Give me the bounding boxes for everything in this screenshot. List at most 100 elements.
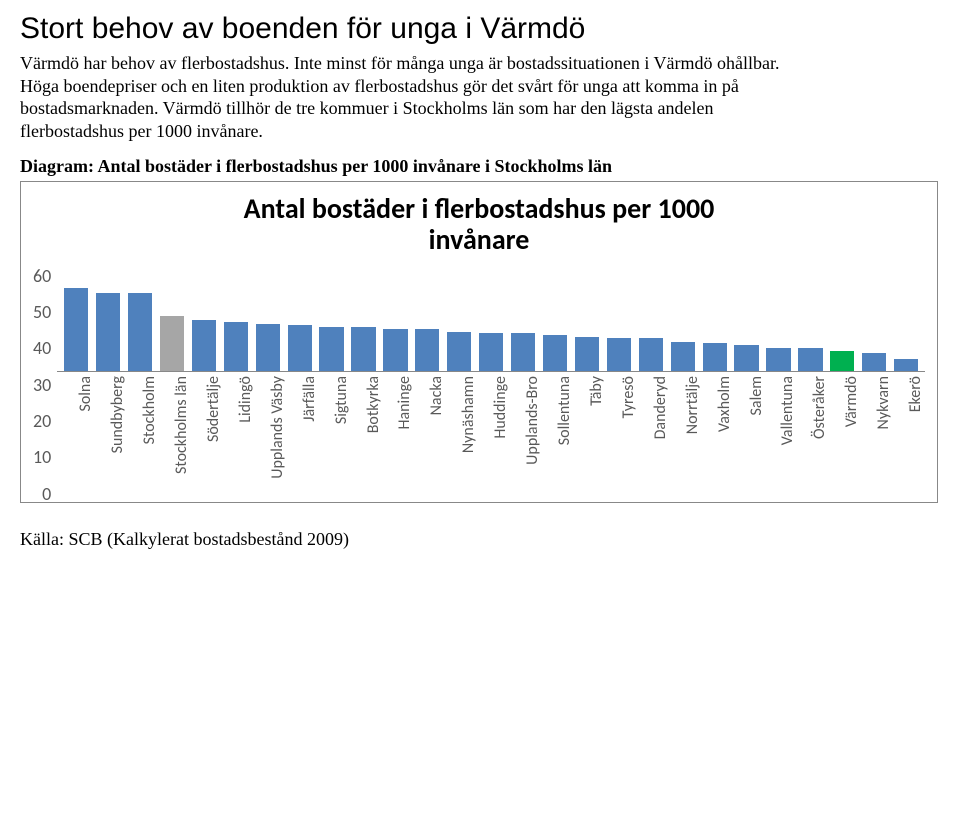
bar-slot xyxy=(507,274,539,371)
bar-slot xyxy=(794,274,826,371)
bar-slot xyxy=(635,274,667,371)
x-label-slot: Täby xyxy=(571,376,603,496)
x-label-slot: Norrtälje xyxy=(667,376,699,496)
y-tick-label: 40 xyxy=(33,337,51,359)
x-label-slot: Sundbyberg xyxy=(92,376,124,496)
x-label-slot: Stockholms län xyxy=(156,376,188,496)
bar-slot xyxy=(124,274,156,371)
bar xyxy=(862,353,886,371)
x-label-slot: Huddinge xyxy=(475,376,507,496)
bar xyxy=(351,327,375,371)
bar-slot xyxy=(539,274,571,371)
bar-slot xyxy=(763,274,795,371)
bar xyxy=(383,329,407,371)
x-label-slot: Järfälla xyxy=(284,376,316,496)
x-label-slot: Lidingö xyxy=(220,376,252,496)
x-label-slot: Södertälje xyxy=(188,376,220,496)
bar xyxy=(830,351,854,370)
bar xyxy=(192,320,216,370)
bar xyxy=(96,293,120,371)
plot-wrap: 6050403020100 SolnaSundbybergStockholmSt… xyxy=(33,274,925,496)
bar xyxy=(224,322,248,371)
bar-slot xyxy=(220,274,252,371)
y-tick-label: 10 xyxy=(33,446,51,468)
bar-slot xyxy=(284,274,316,371)
y-tick-label: 30 xyxy=(33,374,51,396)
x-label-slot: Stockholm xyxy=(124,376,156,496)
bar-slot xyxy=(188,274,220,371)
y-tick-label: 0 xyxy=(42,483,51,505)
bar-slot xyxy=(252,274,284,371)
x-label-slot: Ekerö xyxy=(890,376,922,496)
x-label-slot: Österåker xyxy=(794,376,826,496)
x-label-slot: Upplands Väsby xyxy=(252,376,284,496)
bar xyxy=(671,342,695,371)
bar-slot xyxy=(348,274,380,371)
bar-slot xyxy=(699,274,731,371)
bar xyxy=(894,359,918,370)
bar xyxy=(319,327,343,371)
x-tick-label: Ekerö xyxy=(906,376,925,412)
bar xyxy=(288,325,312,370)
bar-slot xyxy=(826,274,858,371)
page: Stort behov av boenden för unga i Värmdö… xyxy=(0,0,960,570)
bar xyxy=(543,335,567,371)
x-axis: SolnaSundbybergStockholmStockholms länSö… xyxy=(57,376,925,496)
bar-slot xyxy=(890,274,922,371)
x-label-slot: Nacka xyxy=(411,376,443,496)
bar-slot xyxy=(571,274,603,371)
bar-slot xyxy=(731,274,763,371)
source-line: Källa: SCB (Kalkylerat bostadsbestånd 20… xyxy=(20,529,940,550)
bar xyxy=(511,333,535,370)
bar xyxy=(607,338,631,370)
bar-slot xyxy=(411,274,443,371)
x-label-slot: Sigtuna xyxy=(316,376,348,496)
page-title: Stort behov av boenden för unga i Värmdö xyxy=(20,12,940,46)
chart-container: Antal bostäder i flerbostadshus per 1000… xyxy=(20,181,938,503)
x-label-slot: Haninge xyxy=(379,376,411,496)
bar-slot xyxy=(443,274,475,371)
x-label-slot: Salem xyxy=(731,376,763,496)
y-tick-label: 20 xyxy=(33,410,51,432)
bar xyxy=(160,316,184,371)
bar-slot xyxy=(379,274,411,371)
bar-slot xyxy=(475,274,507,371)
bar-slot xyxy=(603,274,635,371)
bar xyxy=(479,333,503,370)
bar-slot xyxy=(156,274,188,371)
chart-title-line-1: Antal bostäder i flerbostadshus per 1000 xyxy=(244,191,715,226)
bar xyxy=(766,348,790,371)
chart-title: Antal bostäder i flerbostadshus per 1000… xyxy=(33,194,925,256)
bar xyxy=(703,343,727,370)
bar-slot xyxy=(92,274,124,371)
plot-and-x: SolnaSundbybergStockholmStockholms länSö… xyxy=(57,274,925,496)
bar xyxy=(639,338,663,370)
bar xyxy=(256,324,280,371)
bar xyxy=(734,345,758,371)
bars-group xyxy=(57,274,925,371)
bar xyxy=(415,329,439,371)
x-label-slot: Danderyd xyxy=(635,376,667,496)
bar xyxy=(128,293,152,371)
chart-title-line-2: invånare xyxy=(429,222,530,257)
y-tick-label: 60 xyxy=(33,265,51,287)
x-label-slot: Vaxholm xyxy=(699,376,731,496)
bar-slot xyxy=(858,274,890,371)
y-axis: 6050403020100 xyxy=(33,265,57,505)
bar xyxy=(575,337,599,371)
plot-area xyxy=(57,274,925,372)
bar xyxy=(64,288,88,370)
x-label-slot: Nynäshamn xyxy=(443,376,475,496)
body-paragraph: Värmdö har behov av flerbostadshus. Inte… xyxy=(20,52,800,142)
x-label-slot: Värmdö xyxy=(826,376,858,496)
x-label-slot: Solna xyxy=(60,376,92,496)
bar xyxy=(447,332,471,371)
x-label-slot: Upplands-Bro xyxy=(507,376,539,496)
x-label-slot: Sollentuna xyxy=(539,376,571,496)
bar-slot xyxy=(667,274,699,371)
bar-slot xyxy=(316,274,348,371)
bar-slot xyxy=(60,274,92,371)
x-label-slot: Nykvarn xyxy=(858,376,890,496)
x-label-slot: Vallentuna xyxy=(763,376,795,496)
x-label-slot: Botkyrka xyxy=(348,376,380,496)
